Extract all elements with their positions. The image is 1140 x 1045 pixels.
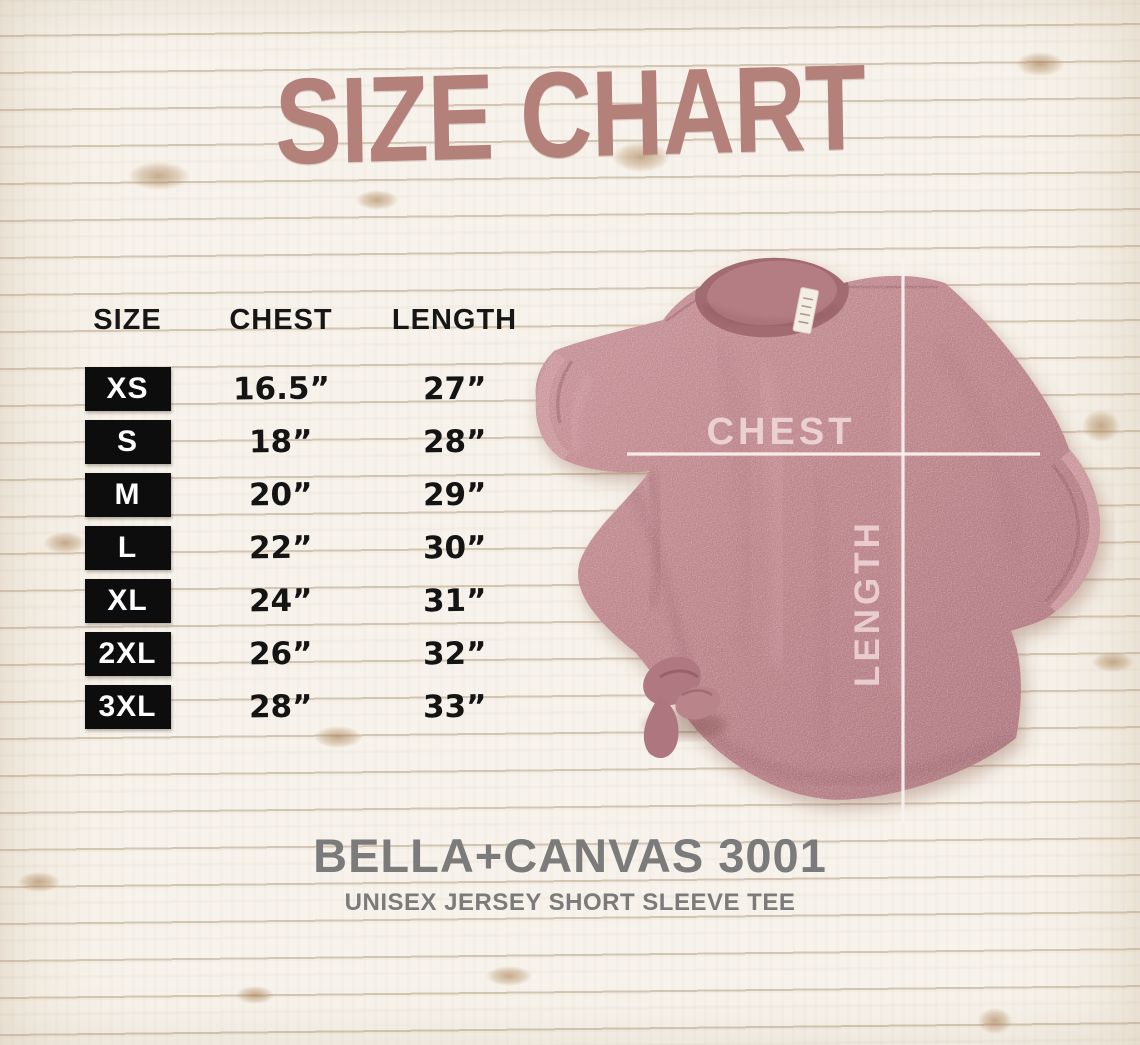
wood-knot xyxy=(1016,52,1064,76)
tshirt-mockup: CHEST LENGTH xyxy=(510,225,1115,870)
chest-value: 22” xyxy=(249,529,313,566)
size-badge: XL xyxy=(84,578,171,623)
tshirt-svg: CHEST LENGTH xyxy=(535,257,1100,823)
chest-value: 28” xyxy=(249,688,313,725)
wood-knot xyxy=(1082,410,1120,442)
length-value: 28” xyxy=(422,423,487,460)
page-title: SIZE CHART xyxy=(273,39,867,191)
length-value: 32” xyxy=(422,635,487,672)
wood-knot xyxy=(1092,652,1134,672)
shirt-shading xyxy=(535,257,1100,800)
size-badge: L xyxy=(84,525,171,570)
length-value: 27” xyxy=(422,370,487,407)
wood-knot xyxy=(978,1008,1012,1034)
size-badge: S xyxy=(84,419,171,464)
collar-tag xyxy=(792,287,819,335)
chest-value: 18” xyxy=(249,423,313,460)
column-header-chest: CHEST xyxy=(229,304,333,336)
wood-knot xyxy=(486,966,532,986)
chest-value: 24” xyxy=(249,582,313,619)
length-value: 33” xyxy=(422,688,487,725)
collar xyxy=(695,257,849,338)
wood-knot xyxy=(128,162,190,190)
wood-knot xyxy=(356,190,398,210)
wood-knot xyxy=(44,532,86,554)
chest-value: 16.5” xyxy=(232,369,330,408)
product-name: BELLA+CANVAS 3001 xyxy=(313,829,827,882)
size-badge: 2XL xyxy=(84,631,171,676)
length-value: 30” xyxy=(422,529,487,566)
wood-knot xyxy=(314,726,362,748)
size-table: SIZE CHEST LENGTH XS 16.5” 27” S 18” 28”… xyxy=(60,296,542,733)
chest-value: 20” xyxy=(249,476,313,513)
size-badge: M xyxy=(84,472,171,517)
chest-label: CHEST xyxy=(707,411,856,453)
wood-knot xyxy=(18,872,60,892)
size-badge: 3XL xyxy=(84,684,171,729)
column-header-size: SIZE xyxy=(93,304,162,336)
wood-knot xyxy=(236,986,274,1004)
hem-knot xyxy=(643,656,727,759)
column-header-length: LENGTH xyxy=(391,304,518,336)
length-value: 31” xyxy=(422,582,487,619)
size-badge: XS xyxy=(84,366,171,411)
chest-value: 26” xyxy=(249,635,313,672)
product-subtitle: UNISEX JERSEY SHORT SLEEVE TEE xyxy=(344,889,796,916)
wood-knot xyxy=(612,142,670,172)
length-label: LENGTH xyxy=(848,519,887,687)
length-value: 29” xyxy=(422,476,487,513)
